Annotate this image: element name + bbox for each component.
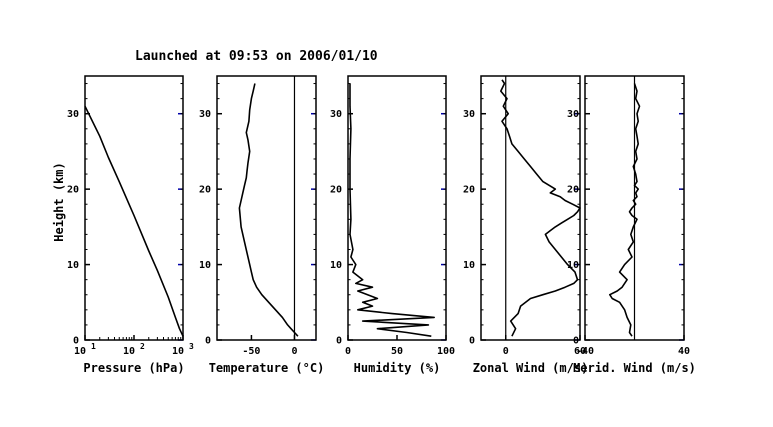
y-tick-label: 10 <box>463 260 475 271</box>
x-tick-label: 0 <box>503 346 509 357</box>
height-axis-label: Height (km) <box>52 162 66 241</box>
y-tick-label: 20 <box>330 185 342 196</box>
x-axis-label: Zonal Wind (m/s) <box>473 361 589 375</box>
y-tick-label: 0 <box>205 336 211 347</box>
x-tick-exponent: 2 <box>140 342 145 351</box>
panel-frame <box>480 75 581 341</box>
y-tick-label: 20 <box>199 185 211 196</box>
y-tick-label: 30 <box>330 109 342 120</box>
y-tick-label: 20 <box>67 185 79 196</box>
y-tick-label: 30 <box>463 109 475 120</box>
x-tick-label: 100 <box>437 346 455 357</box>
y-tick-label: 0 <box>573 336 579 347</box>
y-tick-label: 10 <box>67 260 79 271</box>
x-tick-label: 10 <box>123 346 135 357</box>
y-tick-label: 30 <box>199 109 211 120</box>
profile-line <box>238 83 299 337</box>
x-axis-label: Humidity (%) <box>354 361 441 375</box>
panel-frame <box>347 75 447 341</box>
y-tick-label: 0 <box>336 336 342 347</box>
figure-title: Launched at 09:53 on 2006/01/10 <box>135 49 378 64</box>
panel-2: 0 10 20 30 -50 0 Temperature (°C) <box>199 75 325 375</box>
y-tick-label: 10 <box>330 260 342 271</box>
panel-frame <box>84 75 184 341</box>
x-tick-label: 10 <box>172 346 184 357</box>
y-tick-label: 20 <box>567 185 579 196</box>
panel-frame <box>584 75 685 341</box>
y-tick-label: 30 <box>67 109 79 120</box>
x-axis-label: Temperature (°C) <box>209 361 325 375</box>
profile-line <box>349 83 436 337</box>
y-tick-label: 20 <box>463 185 475 196</box>
x-tick-exponent: 1 <box>91 342 96 351</box>
profile-line <box>499 79 581 337</box>
x-axis-label: Merid. Wind (m/s) <box>573 361 696 375</box>
profile-line <box>84 105 184 337</box>
panel-frame <box>216 75 317 341</box>
y-tick-label: 10 <box>199 260 211 271</box>
x-tick-label: 0 <box>345 346 351 357</box>
x-tick-label: 50 <box>391 346 403 357</box>
panel-3: 0 10 20 30 0 50 100 Humidity (%) <box>330 75 455 375</box>
x-tick-label: 0 <box>291 346 297 357</box>
y-tick-label: 10 <box>567 260 579 271</box>
x-tick-label: -50 <box>242 346 260 357</box>
profile-line <box>608 83 641 337</box>
x-tick-label: 40 <box>678 346 690 357</box>
panel-5: 0 10 20 30 -40 40 Merid. Wind (m/s) <box>567 75 696 375</box>
y-tick-label: 30 <box>567 109 579 120</box>
y-tick-label: 0 <box>469 336 475 347</box>
y-tick-label: 0 <box>73 336 79 347</box>
x-tick-exponent: 3 <box>189 342 194 351</box>
x-tick-label: 60 <box>574 346 586 357</box>
x-axis-label: Pressure (hPa) <box>83 361 184 375</box>
x-tick-label: -40 <box>576 346 594 357</box>
x-tick-label: 10 <box>74 346 86 357</box>
